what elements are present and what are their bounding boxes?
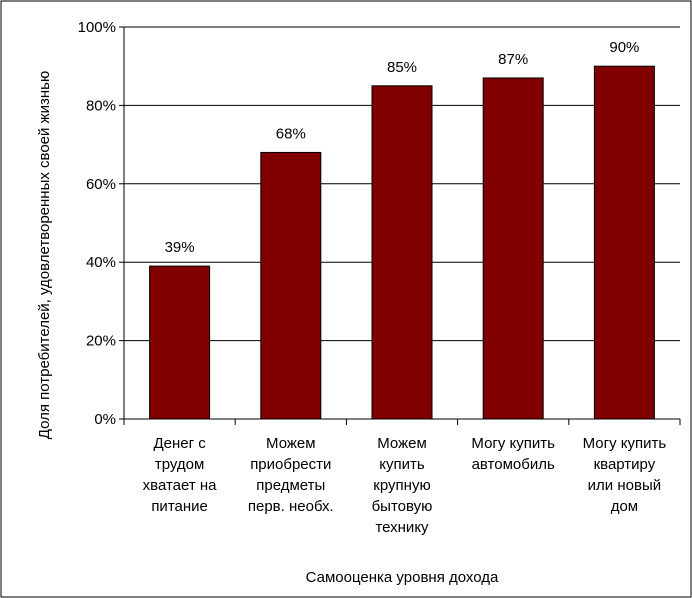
category-label: Могу купить квартиру или новый дом <box>583 435 667 515</box>
category-label-line: бытовую <box>372 498 433 515</box>
data-label: 90% <box>609 39 639 56</box>
category-label-line: приобрести <box>250 456 331 473</box>
bar <box>260 151 322 420</box>
category-label: Можем купить крупную бытовую технику <box>372 435 433 536</box>
category-label-line: крупную <box>373 477 430 494</box>
category-label-line: питание <box>151 498 208 515</box>
x-axis-title: Самооценка уровня дохода <box>306 569 499 586</box>
bar <box>149 265 211 420</box>
category-label-line: автомобиль <box>472 456 555 473</box>
category-label-line: Денег с <box>153 435 206 452</box>
y-tick-label: 100% <box>78 19 116 36</box>
y-tick-label: 20% <box>86 333 116 350</box>
category-label-line: технику <box>375 519 429 536</box>
y-tick-label: 0% <box>94 411 116 428</box>
y-axis-title: Доля потребителей, удовлетворенных своей… <box>36 71 53 439</box>
category-label-line: купить <box>379 456 425 473</box>
category-label-line: дом <box>611 498 638 515</box>
category-label-line: Можем <box>377 435 427 452</box>
category-label: Можем приобрести предметы перв. необх. <box>248 435 334 515</box>
category-label-line: Могу купить <box>583 435 667 452</box>
y-tick-label: 40% <box>86 254 116 271</box>
bar <box>371 85 433 420</box>
category-label-line: перв. необх. <box>248 498 334 515</box>
category-labels: Денег с трудом хватает на питание Можем приоб… <box>143 435 667 536</box>
data-label: 39% <box>165 239 195 256</box>
y-tick-label: 60% <box>86 176 116 193</box>
y-tick-label: 80% <box>86 97 116 114</box>
bars <box>149 65 655 420</box>
category-label-line: предметы <box>256 477 325 494</box>
data-label: 85% <box>387 59 417 76</box>
category-label-line: трудом <box>155 456 204 473</box>
data-label: 68% <box>276 125 306 142</box>
category-label-line: хватает на <box>143 477 218 494</box>
bar <box>593 65 655 420</box>
y-tick-labels: 0% 20% 40% 60% 80% 100% <box>78 19 116 428</box>
category-label-line: Можем <box>266 435 316 452</box>
category-label: Денег с трудом хватает на питание <box>143 435 218 515</box>
category-label-line: квартиру <box>594 456 656 473</box>
bar <box>482 77 544 420</box>
category-label-line: или новый <box>588 477 661 494</box>
axes <box>119 26 681 425</box>
data-label: 87% <box>498 51 528 68</box>
data-labels: 39% 68% 85% 87% 90% <box>165 39 640 256</box>
category-label: Могу купить автомобиль <box>471 435 555 473</box>
category-label-line: Могу купить <box>471 435 555 452</box>
